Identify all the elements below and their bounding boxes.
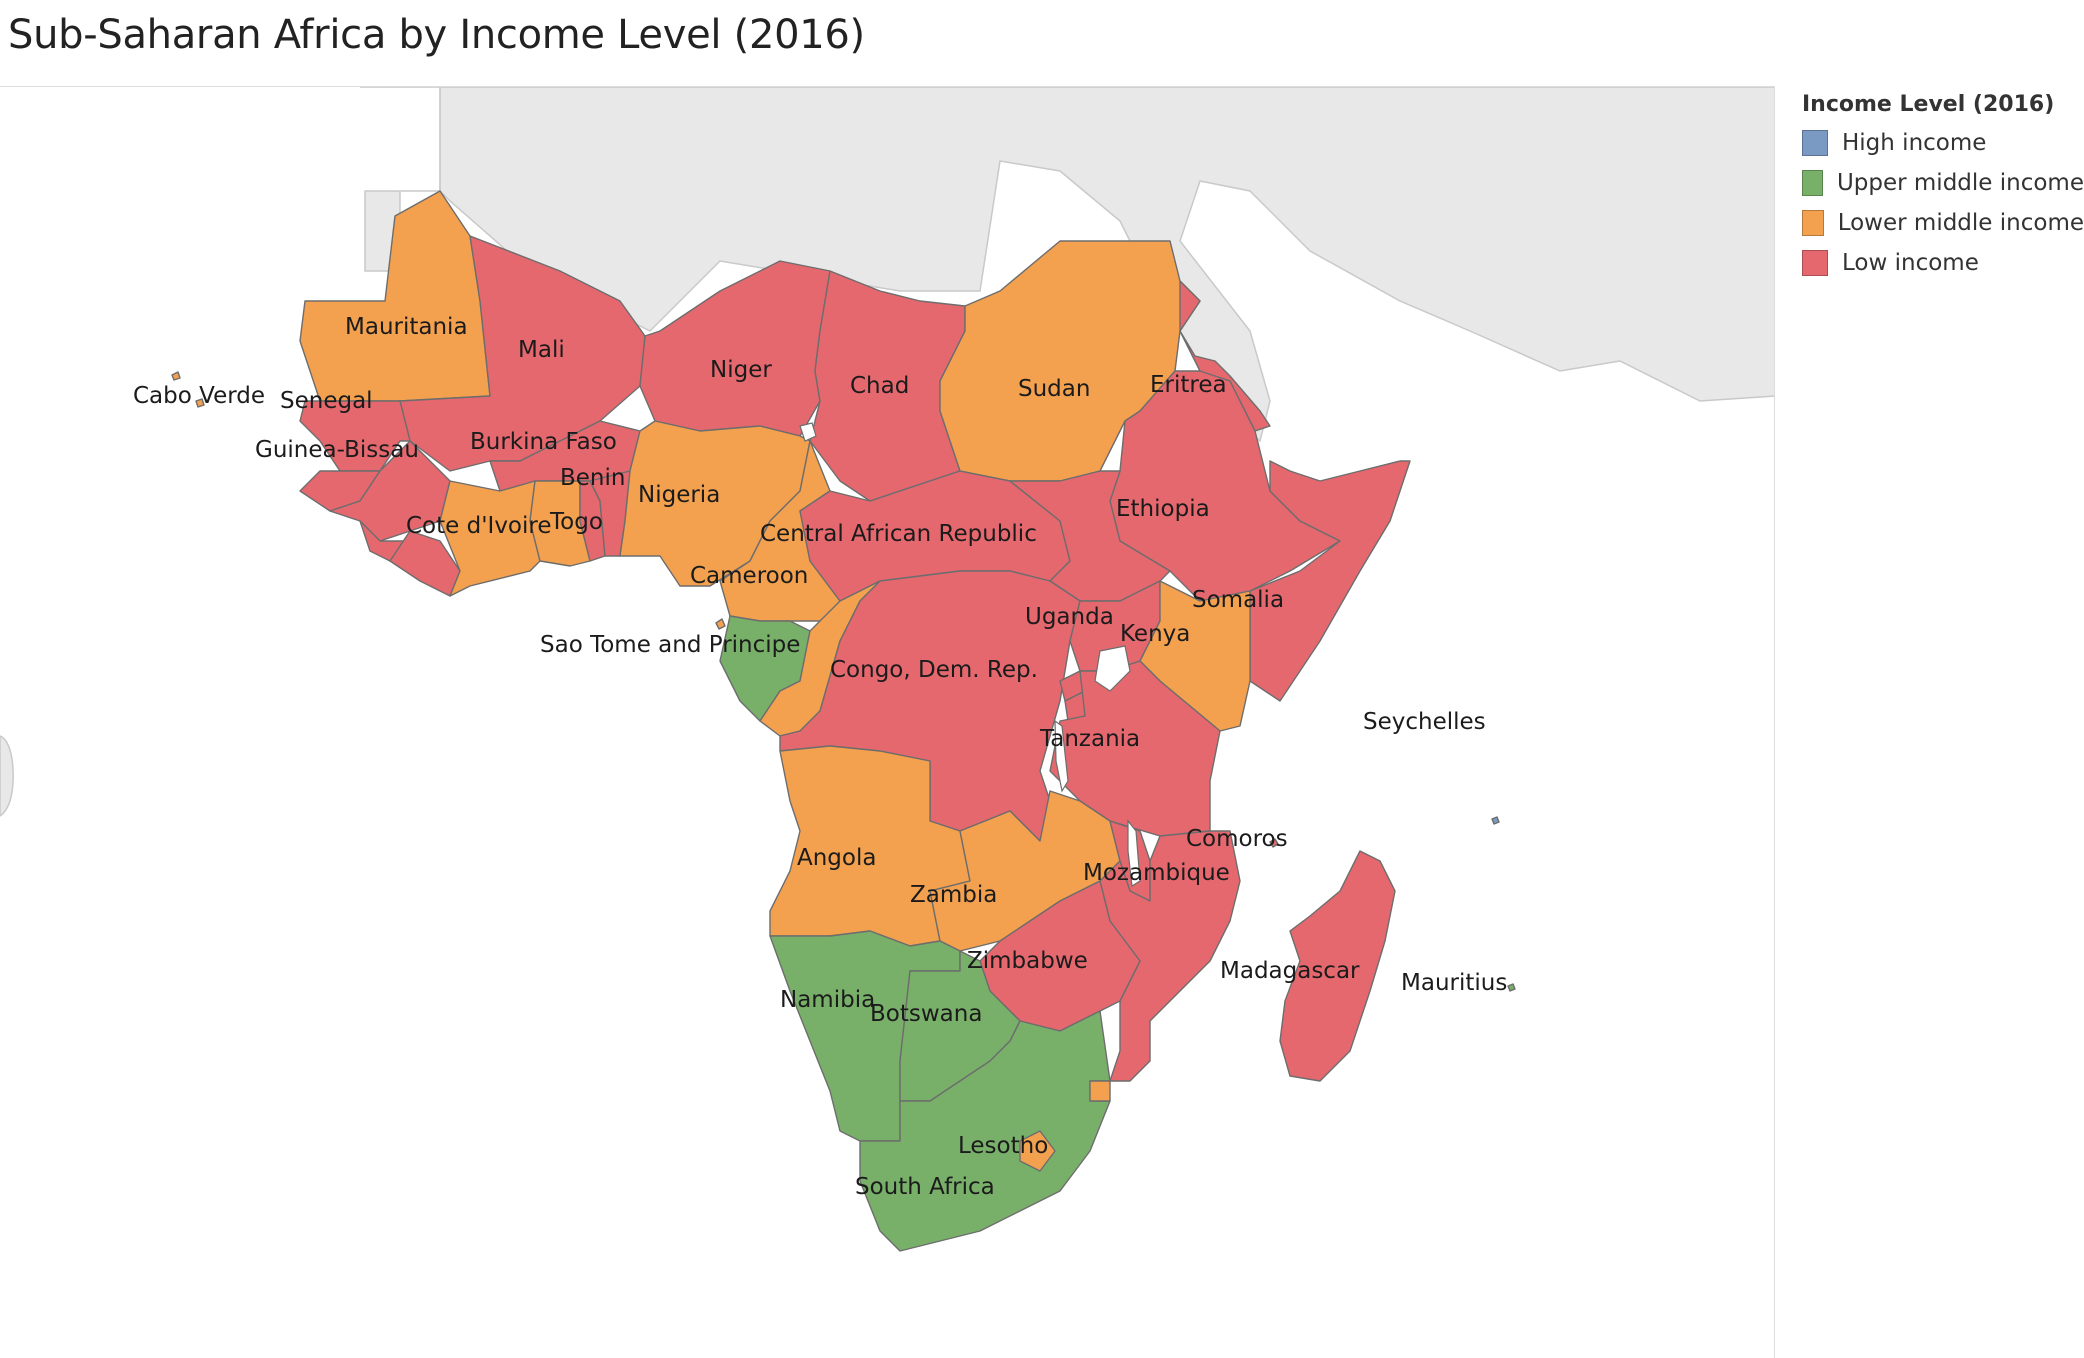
legend-item-lower[interactable]: Lower middle income xyxy=(1802,203,2084,243)
country-label: Burkina Faso xyxy=(470,429,617,455)
legend-label: Lower middle income xyxy=(1837,210,2084,236)
country-label: Madagascar xyxy=(1220,958,1360,984)
map-canvas[interactable]: Mauritania Mali Niger Chad Sudan Eritrea Cabo … xyxy=(0,86,1775,1358)
country-label: Angola xyxy=(797,845,876,871)
country-labels: Mauritania Mali Niger Chad Sudan Eritrea Cabo … xyxy=(133,314,1507,1200)
country-lesotho xyxy=(1019,1130,1056,1172)
country-label: Sudan xyxy=(1018,376,1090,402)
legend-item-upper[interactable]: Upper middle income xyxy=(1802,163,2084,203)
country-mauritius xyxy=(1507,983,1516,992)
country-seychelles xyxy=(1491,816,1500,825)
legend: Income Level (2016) High income Upper mi… xyxy=(1802,92,2084,283)
country-label: Benin xyxy=(560,465,625,491)
lakes xyxy=(799,422,1141,888)
country-label: Botswana xyxy=(870,1001,982,1027)
country-label: Mali xyxy=(518,337,565,363)
country-madagascar xyxy=(1279,850,1396,1082)
country-label: Comoros xyxy=(1186,826,1288,852)
country-label: Mozambique xyxy=(1083,860,1230,886)
legend-label: High income xyxy=(1842,130,1987,156)
legend-item-high[interactable]: High income xyxy=(1802,123,2084,163)
africa-map[interactable]: Mauritania Mali Niger Chad Sudan Eritrea Cabo … xyxy=(0,86,1775,1358)
country-comoros xyxy=(1269,838,1279,848)
country-label: Cabo Verde xyxy=(133,383,265,409)
legend-swatch xyxy=(1802,210,1824,236)
country-label: Niger xyxy=(710,357,772,383)
country-label: Congo, Dem. Rep. xyxy=(830,657,1038,683)
country-label: Tanzania xyxy=(1039,726,1140,752)
country-ethiopia xyxy=(1109,370,1341,602)
lake-malawi xyxy=(1127,819,1141,888)
country-kenya xyxy=(1139,580,1251,732)
country-label: Namibia xyxy=(780,987,875,1013)
country-label: South Africa xyxy=(855,1174,995,1200)
legend-swatch xyxy=(1802,130,1828,156)
country-label: Zambia xyxy=(910,882,997,908)
country-label: Eritrea xyxy=(1150,372,1227,398)
country-label: Nigeria xyxy=(638,482,720,508)
country-south-sudan xyxy=(959,470,1171,602)
country-label: Senegal xyxy=(280,388,373,414)
country-label: Uganda xyxy=(1025,604,1114,630)
country-somalia xyxy=(1249,460,1411,702)
country-label: Lesotho xyxy=(958,1133,1048,1159)
country-cabo-verde xyxy=(171,371,205,408)
lake-tanganyika xyxy=(1054,719,1069,793)
lake-chad xyxy=(799,422,817,442)
country-label: Togo xyxy=(549,509,603,535)
legend-label: Low income xyxy=(1842,250,1979,276)
legend-title: Income Level (2016) xyxy=(1802,92,2055,117)
country-label: Central African Republic xyxy=(760,521,1037,547)
country-label: Guinea-Bissau xyxy=(255,437,419,463)
lake-victoria xyxy=(1094,645,1131,692)
country-swaziland xyxy=(1089,1080,1111,1102)
map-title: Sub-Saharan Africa by Income Level (2016… xyxy=(8,12,865,58)
country-label: Cote d'Ivoire xyxy=(406,513,552,539)
country-cote-divoire xyxy=(439,480,541,597)
legend-item-low[interactable]: Low income xyxy=(1802,243,2084,283)
country-senegal xyxy=(299,400,411,472)
country-label: Kenya xyxy=(1120,621,1190,647)
country-label: Somalia xyxy=(1192,587,1284,613)
country-label: Ethiopia xyxy=(1116,496,1210,522)
country-label: Sao Tome and Principe xyxy=(540,632,800,658)
country-label: Cameroon xyxy=(690,563,808,589)
countries-layer[interactable] xyxy=(171,190,1516,1252)
country-label: Zimbabwe xyxy=(967,948,1088,974)
country-label: Mauritania xyxy=(345,314,468,340)
legend-swatch xyxy=(1802,170,1823,196)
country-label: Chad xyxy=(850,373,909,399)
legend-swatch xyxy=(1802,250,1828,276)
country-mauritania xyxy=(299,190,491,402)
country-label: Mauritius xyxy=(1401,970,1507,996)
legend-label: Upper middle income xyxy=(1836,170,2084,196)
country-sao-tome xyxy=(715,618,726,630)
country-label: Seychelles xyxy=(1363,709,1486,735)
